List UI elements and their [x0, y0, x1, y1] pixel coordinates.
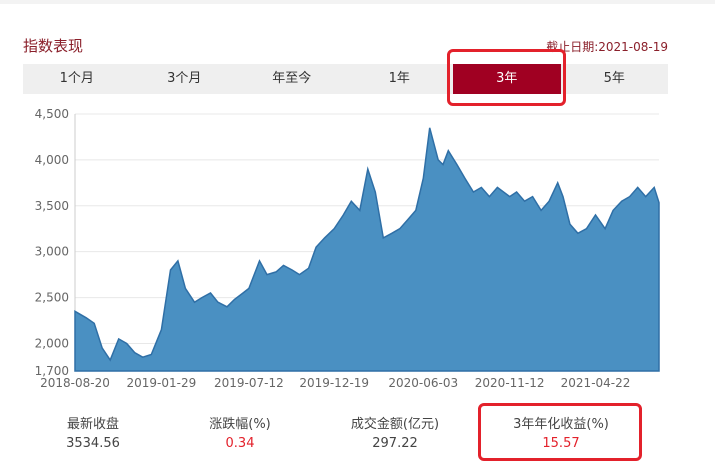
stat-highlight-box [478, 403, 642, 461]
tab-5-years[interactable]: 5年 [603, 71, 625, 86]
stat-label: 成交金额(亿元) [350, 417, 440, 432]
x-tick-label: 2019-12-19 [299, 376, 369, 390]
stat-value: 0.34 [225, 436, 255, 451]
x-tick-label: 2019-01-29 [127, 376, 197, 390]
period-tabs: 1个月 3个月 年至今 1年 3年 5年 [23, 64, 668, 94]
stat-change-pct: 涨跌幅(%) 0.34 [175, 413, 305, 451]
x-tick-label: 2018-08-20 [40, 376, 110, 390]
x-tick-label: 2019-07-12 [214, 376, 284, 390]
index-area-series [74, 127, 660, 372]
y-tick-label: 3,000 [35, 245, 69, 259]
y-tick-label: 2,500 [35, 291, 69, 305]
index-area-chart: 1,700 2,000 2,500 3,000 3,500 4,000 4,500 2018… [35, 107, 660, 390]
y-tick-label: 3,500 [35, 199, 69, 213]
stat-3y-annualized: 3年年化收益(%) 15.57 [496, 413, 626, 451]
top-divider [0, 0, 715, 4]
stat-value: 3534.56 [66, 436, 120, 451]
y-tick-label: 2,000 [35, 336, 69, 350]
stat-latest-close: 最新收盘 3534.56 [28, 413, 158, 451]
y-axis-ticks: 1,700 2,000 2,500 3,000 3,500 4,000 4,500 [35, 107, 69, 378]
stat-value: 15.57 [542, 436, 580, 451]
x-axis-ticks: 2018-08-20 2019-01-29 2019-07-12 2019-12-19… [40, 376, 630, 390]
x-tick-label: 2021-04-22 [561, 376, 631, 390]
stat-turnover: 成交金额(亿元) 297.22 [330, 413, 460, 451]
x-tick-label: 2020-11-12 [475, 376, 545, 390]
y-tick-label: 1,700 [35, 364, 69, 378]
as-of-date: 截止日期:2021-08-19 [546, 40, 668, 54]
stats-row: 最新收盘 3534.56 涨跌幅(%) 0.34 成交金额(亿元) 297.22… [0, 413, 715, 458]
tab-3-months[interactable]: 3个月 [167, 71, 202, 86]
stat-label: 最新收盘 [66, 417, 119, 432]
stat-value: 297.22 [372, 436, 418, 451]
stat-label: 3年年化收益(%) [513, 417, 609, 432]
tab-highlight-box [447, 49, 566, 106]
tab-1-year[interactable]: 1年 [388, 71, 410, 86]
y-tick-label: 4,000 [35, 153, 69, 167]
y-tick-label: 4,500 [35, 107, 69, 121]
tab-1-month[interactable]: 1个月 [59, 71, 94, 86]
x-tick-label: 2020-06-03 [388, 376, 458, 390]
stat-label: 涨跌幅(%) [209, 417, 271, 432]
page-title: 指数表现 [23, 37, 84, 55]
tab-ytd[interactable]: 年至今 [272, 71, 312, 86]
tab-3-years[interactable]: 3年 [453, 64, 561, 94]
